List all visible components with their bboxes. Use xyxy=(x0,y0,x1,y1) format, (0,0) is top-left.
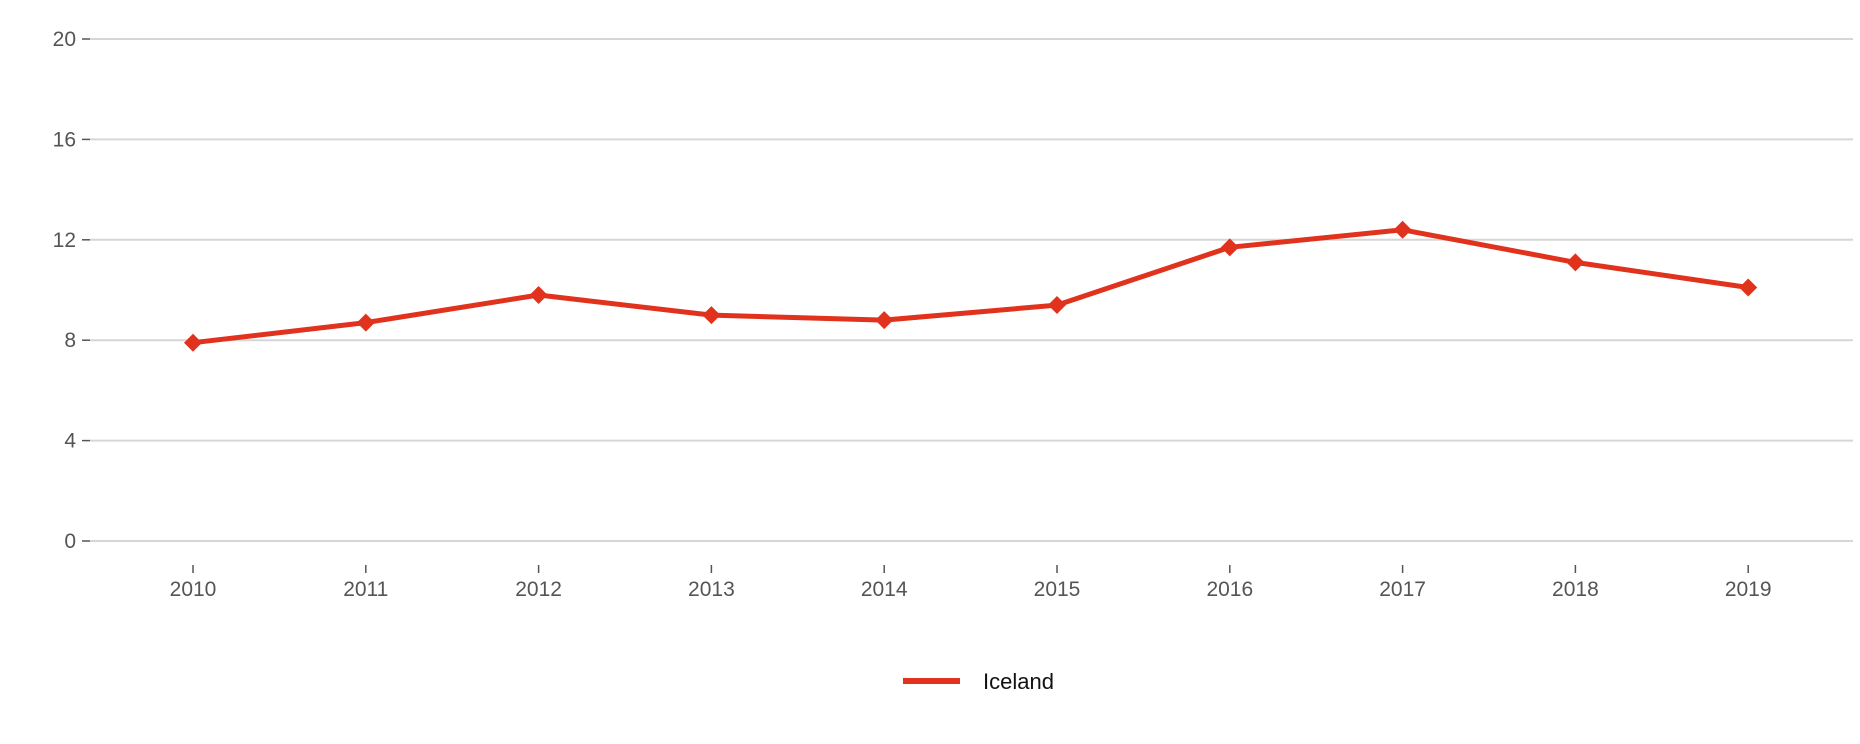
data-point-2016[interactable] xyxy=(1220,238,1239,257)
legend-label-iceland[interactable]: Iceland xyxy=(983,669,1054,694)
y-tick-label: 0 xyxy=(64,530,76,553)
y-tick-label: 16 xyxy=(53,128,76,151)
y-tick-label: 12 xyxy=(53,229,76,252)
x-tick-label: 2010 xyxy=(170,578,217,601)
data-point-2018[interactable] xyxy=(1566,253,1585,272)
y-tick-label: 4 xyxy=(64,430,76,453)
legend[interactable]: Iceland xyxy=(903,669,1054,694)
x-tick-label: 2016 xyxy=(1206,578,1253,601)
y-tick-label: 8 xyxy=(64,329,76,352)
data-point-2015[interactable] xyxy=(1048,296,1066,315)
x-tick-label: 2012 xyxy=(515,578,562,601)
data-point-2011[interactable] xyxy=(356,313,375,332)
x-axis: 2010 2011 2012 2013 2014 2015 2016 2017 2018 2019 xyxy=(170,565,1772,601)
data-point-2019[interactable] xyxy=(1739,278,1758,297)
x-tick-label: 2018 xyxy=(1552,578,1599,601)
y-tick-label: 20 xyxy=(53,28,76,51)
data-point-2017[interactable] xyxy=(1393,220,1412,239)
x-tick-label: 2013 xyxy=(688,578,735,601)
x-tick-label: 2017 xyxy=(1379,578,1426,601)
x-tick-label: 2014 xyxy=(861,578,908,601)
x-tick-label: 2011 xyxy=(343,578,388,601)
x-tick-label: 2019 xyxy=(1725,578,1772,601)
data-point-2013[interactable] xyxy=(702,306,721,325)
data-point-2012[interactable] xyxy=(529,286,548,305)
y-axis: 0 4 8 12 16 20 xyxy=(53,28,90,553)
x-tick-label: 2015 xyxy=(1034,578,1081,601)
series-line-iceland xyxy=(190,227,1751,346)
data-point-2010[interactable] xyxy=(184,333,202,352)
data-point-2014[interactable] xyxy=(875,311,894,330)
series-layer xyxy=(184,220,1758,352)
grid-lines xyxy=(90,38,1853,542)
